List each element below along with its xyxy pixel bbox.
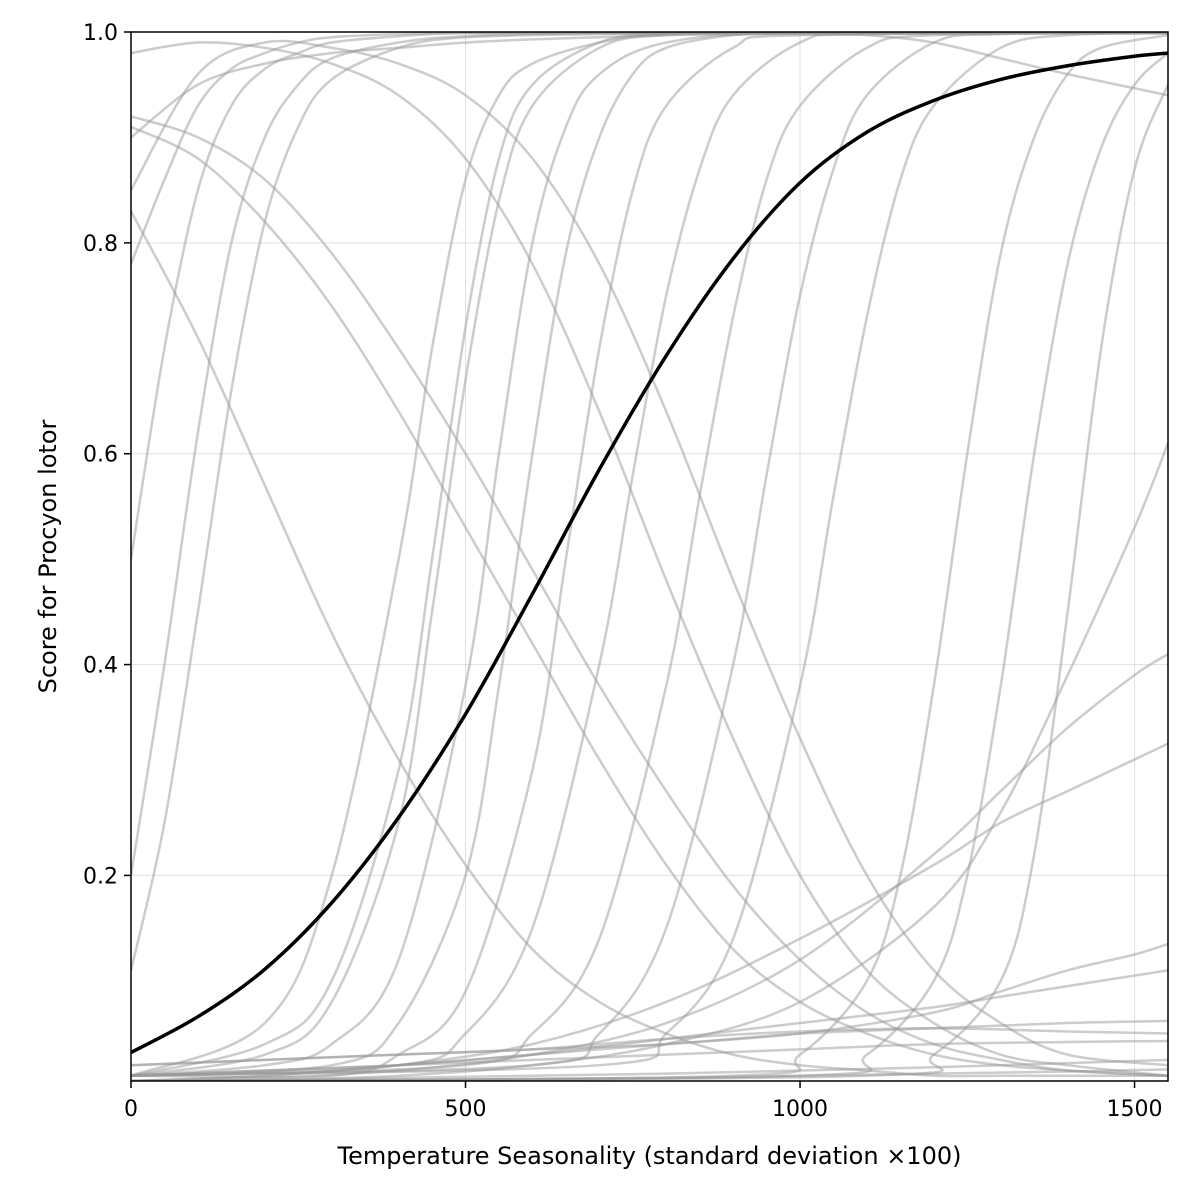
sample-curve (131, 33, 1168, 1081)
sample-curve (131, 1039, 1168, 1077)
y-tick-label: 0.4 (83, 654, 118, 679)
sample-curve (131, 32, 1168, 560)
sample-curve (131, 32, 1168, 1077)
x-axis-ticks: 0 500 1000 1500 (124, 1081, 1163, 1122)
sample-curve (131, 1058, 1168, 1081)
sample-curves (131, 32, 1168, 1081)
y-axis-label: Score for Procyon lotor (34, 419, 62, 693)
x-tick-label: 1500 (1107, 1097, 1163, 1122)
y-tick-label: 0.8 (83, 232, 118, 257)
sample-curve (131, 32, 1168, 1077)
sample-curve (131, 32, 1168, 265)
plot-frame (130, 31, 1169, 1082)
sample-curve (131, 32, 1168, 1077)
sample-curve (131, 969, 1168, 1081)
sample-curve (131, 32, 1168, 1077)
x-tick-label: 1000 (772, 1097, 828, 1122)
sample-curve (131, 84, 1168, 1081)
sample-curve (131, 32, 1168, 971)
y-tick-label: 0.2 (83, 864, 118, 889)
sample-curve (131, 652, 1168, 1081)
mean-curve-group (131, 51, 1168, 1055)
y-axis-ticks: 0.2 0.4 0.6 0.8 1.0 (83, 21, 131, 889)
sample-curve (131, 32, 1168, 139)
sample-curve (131, 32, 1168, 1079)
sample-curve (131, 1027, 1168, 1067)
sample-curve (131, 41, 1168, 1077)
x-tick-label: 0 (124, 1097, 138, 1122)
sample-curve (131, 32, 1168, 1077)
y-tick-label: 0.6 (83, 443, 118, 468)
sample-curve (131, 32, 1168, 1077)
grid-lines (130, 31, 1168, 1081)
sample-curve (131, 125, 1168, 1077)
sample-curve (131, 32, 1168, 1077)
mean-curve (131, 51, 1168, 1055)
x-axis-label: Temperature Seasonality (standard deviat… (337, 1142, 962, 1170)
y-tick-label: 1.0 (83, 21, 118, 46)
sample-curve (131, 32, 1168, 1077)
x-tick-label: 500 (445, 1097, 487, 1122)
sample-curve (131, 115, 1168, 1077)
sample-curve (131, 39, 1168, 1067)
sample-curve (131, 32, 1168, 1077)
sample-curve (131, 210, 1168, 1078)
